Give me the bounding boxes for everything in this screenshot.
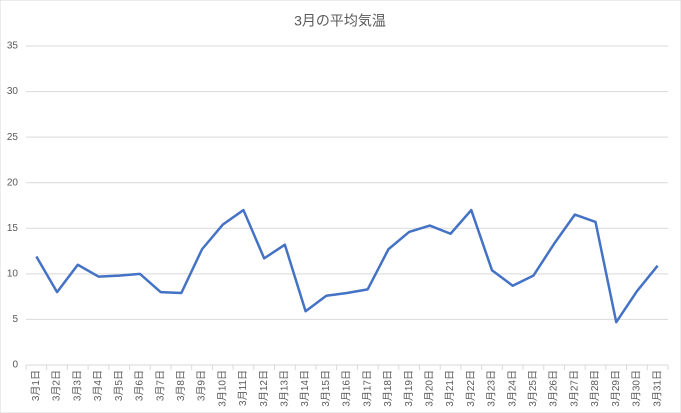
x-tick-label: 3月21日 xyxy=(444,370,456,407)
y-tick-label: 0 xyxy=(12,360,18,371)
x-tick-label: 3月28日 xyxy=(589,370,601,407)
x-tick-label: 3月4日 xyxy=(92,370,104,401)
x-tick-label: 3月18日 xyxy=(382,370,394,407)
y-tick-label: 15 xyxy=(7,223,19,234)
y-tick-label: 5 xyxy=(12,314,18,325)
x-tick-label: 3月7日 xyxy=(154,370,166,401)
x-tick-label: 3月3日 xyxy=(71,370,83,401)
line-series xyxy=(35,208,659,324)
y-tick-label: 35 xyxy=(7,41,19,52)
x-tick-label: 3月12日 xyxy=(258,370,270,407)
x-tick-label: 3月10日 xyxy=(216,370,228,407)
x-tick-label: 3月30日 xyxy=(631,370,643,407)
x-tick-label: 3月25日 xyxy=(527,370,539,407)
x-tick-label: 3月24日 xyxy=(506,370,518,407)
x-tick-label: 3月26日 xyxy=(548,370,560,407)
x-tick-label: 3月31日 xyxy=(651,370,663,407)
x-tick-label: 3月23日 xyxy=(486,370,498,407)
x-tick-label: 3月19日 xyxy=(403,370,415,407)
x-tick-label: 3月2日 xyxy=(51,370,63,401)
x-tick-label: 3月14日 xyxy=(299,370,311,407)
x-tick-label: 3月22日 xyxy=(465,370,477,407)
x-tick-label: 3月27日 xyxy=(568,370,580,407)
y-tick-label: 20 xyxy=(7,177,19,188)
x-tick-label: 3月1日 xyxy=(30,370,42,401)
x-tick-label: 3月11日 xyxy=(237,370,249,406)
x-tick-label: 3月17日 xyxy=(361,370,373,407)
x-tick-label: 3月6日 xyxy=(134,370,146,401)
x-tick-label: 3月9日 xyxy=(196,370,208,401)
y-tick-label: 25 xyxy=(7,132,19,143)
x-tick-label: 3月20日 xyxy=(423,370,435,407)
x-tick-label: 3月5日 xyxy=(113,370,125,401)
x-tick-label: 3月29日 xyxy=(610,370,622,407)
x-tick-label: 3月13日 xyxy=(279,370,291,407)
y-tick-label: 10 xyxy=(7,268,19,279)
x-tick-label: 3月16日 xyxy=(341,370,353,407)
x-tick-label: 3月8日 xyxy=(175,370,187,401)
x-tick-label: 3月15日 xyxy=(320,370,332,407)
y-tick-label: 30 xyxy=(7,86,19,97)
chart-title: 3月の平均気温 xyxy=(294,13,386,29)
